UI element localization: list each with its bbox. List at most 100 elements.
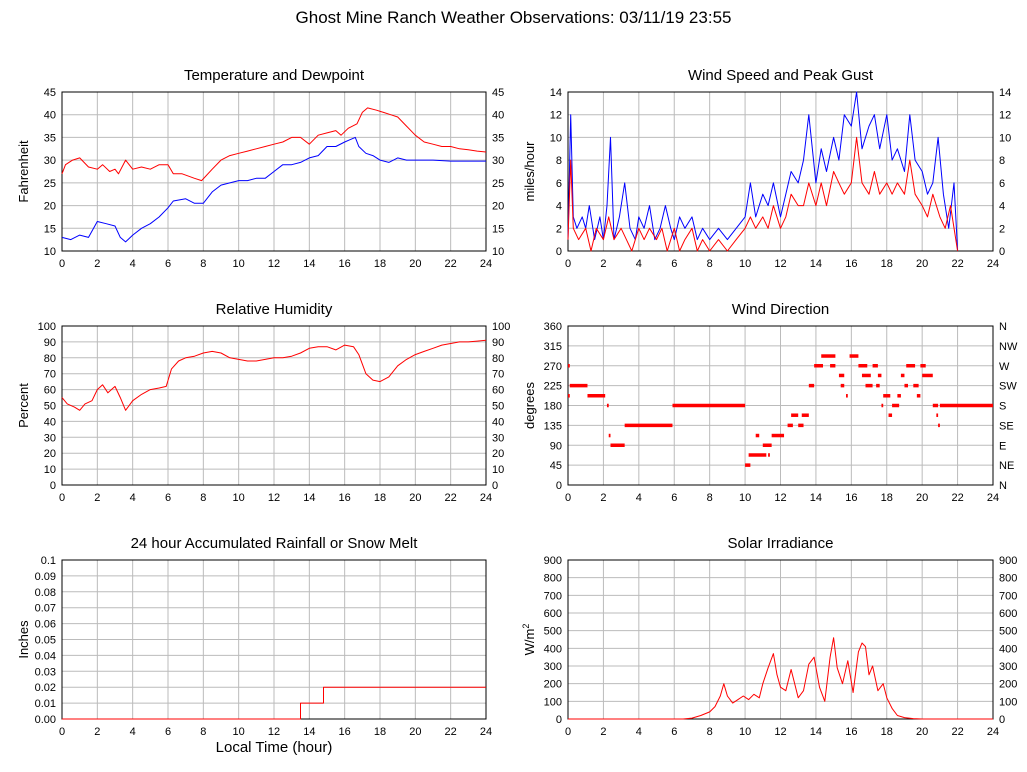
- solar-y-tick-label: 200: [544, 679, 562, 691]
- rh-x-tick-label: 4: [130, 492, 136, 504]
- solar-series-line-0: [568, 637, 993, 720]
- rain-y-tick-label: 0.1: [41, 555, 56, 567]
- temp-x-tick-label: 14: [303, 258, 315, 270]
- dir-chart-title: Wind Direction: [732, 301, 830, 318]
- rain-x-tick-label: 2: [94, 726, 100, 738]
- wind-y-tick-label: 14: [550, 87, 562, 99]
- solar-right-tick-label: 700: [999, 590, 1017, 602]
- dir-right-tick-label: SW: [999, 381, 1017, 393]
- dir-x-tick-label: 10: [739, 492, 751, 504]
- rh-y-tick-label: 20: [44, 448, 56, 460]
- wind-x-tick-label: 24: [987, 258, 999, 270]
- rh-x-tick-label: 0: [59, 492, 65, 504]
- rh-right-tick-label: 100: [492, 321, 510, 333]
- rain-x-tick-label: 6: [165, 726, 171, 738]
- temp-series-line-0: [61, 107, 487, 182]
- rh-y-tick-label: 50: [44, 401, 56, 413]
- temp-x-tick-label: 8: [200, 258, 206, 270]
- wind-right-tick-label: 10: [999, 132, 1011, 144]
- wind-y-tick-label: 8: [556, 155, 562, 167]
- dir-y-axis-label: degrees: [522, 382, 537, 429]
- temp-y-tick-label: 35: [44, 132, 56, 144]
- dir-y-tick-label: 180: [544, 401, 562, 413]
- rh-series-line-0: [61, 339, 487, 411]
- rh-right-tick-label: 40: [492, 416, 504, 428]
- wind-x-tick-label: 16: [845, 258, 857, 270]
- solar-right-tick-label: 400: [999, 643, 1017, 655]
- rh-y-tick-label: 60: [44, 385, 56, 397]
- rain-x-tick-label: 4: [130, 726, 136, 738]
- dir-x-tick-label: 8: [707, 492, 713, 504]
- temp-series-line-1: [61, 136, 486, 243]
- temp-y-tick-label: 15: [44, 223, 56, 235]
- wind-x-tick-label: 14: [810, 258, 822, 270]
- wind-y-tick-label: 10: [550, 132, 562, 144]
- wind-x-tick-label: 20: [916, 258, 928, 270]
- solar-x-tick-label: 18: [881, 726, 893, 738]
- rh-x-tick-label: 6: [165, 492, 171, 504]
- rain-x-tick-label: 20: [409, 726, 421, 738]
- rain-chart-title: 24 hour Accumulated Rainfall or Snow Mel…: [131, 535, 419, 552]
- wind-y-tick-label: 0: [556, 246, 562, 258]
- dir-right-tick-label: NE: [999, 460, 1014, 472]
- wind-y-tick-label: 2: [556, 223, 562, 235]
- temp-right-tick-label: 45: [492, 87, 504, 99]
- rain-x-tick-label: 10: [233, 726, 245, 738]
- dir-x-tick-label: 22: [951, 492, 963, 504]
- dir-y-tick-label: 45: [550, 460, 562, 472]
- page-title: Ghost Mine Ranch Weather Observations: 0…: [295, 8, 732, 27]
- rain-x-tick-label: 24: [480, 726, 492, 738]
- solar-y-tick-label: 600: [544, 608, 562, 620]
- solar-y-tick-label: 800: [544, 573, 562, 585]
- rain-y-tick-label: 0.05: [35, 635, 56, 647]
- temp-plot-frame: [61, 91, 487, 252]
- rh-x-tick-label: 2: [94, 492, 100, 504]
- solar-x-tick-label: 22: [951, 726, 963, 738]
- dir-x-tick-label: 4: [636, 492, 642, 504]
- solar-x-tick-label: 6: [671, 726, 677, 738]
- wind-right-tick-label: 6: [999, 178, 1005, 190]
- rh-y-tick-label: 70: [44, 369, 56, 381]
- wind-x-tick-label: 4: [636, 258, 642, 270]
- solar-y-tick-label: 300: [544, 661, 562, 673]
- rh-x-tick-label: 14: [303, 492, 315, 504]
- dir-y-tick-label: 315: [544, 341, 562, 353]
- wind-y-tick-label: 6: [556, 178, 562, 190]
- temp-right-tick-label: 35: [492, 132, 504, 144]
- dir-right-tick-label: W: [999, 361, 1010, 373]
- wind-series-line-1: [567, 136, 959, 252]
- wind-x-tick-label: 2: [600, 258, 606, 270]
- temp-right-tick-label: 30: [492, 155, 504, 167]
- solar-right-tick-label: 200: [999, 679, 1017, 691]
- solar-right-tick-label: 600: [999, 608, 1017, 620]
- rain-y-axis-label: Inches: [16, 620, 31, 659]
- dir-x-tick-label: 12: [774, 492, 786, 504]
- rh-y-tick-label: 40: [44, 416, 56, 428]
- solar-y-tick-label: 500: [544, 626, 562, 638]
- dir-x-tick-label: 0: [565, 492, 571, 504]
- wind-series-line-0: [567, 91, 959, 252]
- rh-x-tick-label: 22: [445, 492, 457, 504]
- temp-y-tick-label: 10: [44, 246, 56, 258]
- dir-x-tick-label: 6: [671, 492, 677, 504]
- rh-right-tick-label: 90: [492, 337, 504, 349]
- solar-y-tick-label: 700: [544, 590, 562, 602]
- rh-right-tick-label: 70: [492, 369, 504, 381]
- dir-x-tick-label: 2: [600, 492, 606, 504]
- rain-x-tick-label: 16: [339, 726, 351, 738]
- wind-right-tick-label: 12: [999, 110, 1011, 122]
- dir-right-tick-label: E: [999, 440, 1006, 452]
- rain-y-tick-label: 0.02: [35, 682, 56, 694]
- dir-y-tick-label: 135: [544, 420, 562, 432]
- rh-right-tick-label: 60: [492, 385, 504, 397]
- wind-x-tick-label: 8: [707, 258, 713, 270]
- temp-y-axis-label: Fahrenheit: [16, 140, 31, 203]
- dir-y-tick-label: 360: [544, 321, 562, 333]
- temp-x-tick-label: 10: [233, 258, 245, 270]
- wind-chart-title: Wind Speed and Peak Gust: [688, 67, 874, 84]
- temp-x-tick-label: 24: [480, 258, 492, 270]
- rh-right-tick-label: 30: [492, 432, 504, 444]
- dir-y-tick-label: 0: [556, 480, 562, 492]
- dir-y-tick-label: 90: [550, 440, 562, 452]
- temp-x-tick-label: 22: [445, 258, 457, 270]
